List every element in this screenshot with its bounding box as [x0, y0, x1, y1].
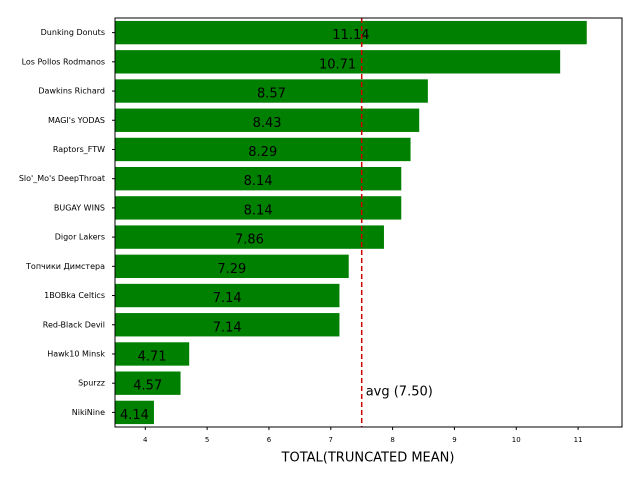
- x-tick-label: 7: [329, 436, 333, 444]
- y-tick-label: MAGI's YODAS: [48, 116, 105, 125]
- value-label: 8.14: [244, 174, 273, 189]
- x-tick-label: 10: [512, 436, 521, 444]
- value-label: 4.57: [133, 379, 162, 394]
- y-tick-label: Slo'_Mo's DeepThroat: [19, 174, 105, 183]
- value-label: 7.29: [217, 262, 246, 277]
- value-label: 8.29: [248, 145, 277, 160]
- avg-label: avg (7.50): [366, 385, 433, 400]
- value-label: 10.71: [319, 57, 356, 72]
- y-tick-label: Raptors_FTW: [53, 145, 105, 154]
- value-label: 4.14: [120, 408, 149, 423]
- y-tick-label: 1BOBka Celtics: [44, 291, 105, 300]
- value-label: 4.71: [138, 349, 167, 364]
- y-tick-label: Dunking Donuts: [41, 28, 105, 37]
- bar: [115, 254, 349, 279]
- y-tick-label: Digor Lakers: [55, 233, 105, 242]
- y-tick-label: NikiNine: [72, 408, 105, 417]
- y-tick-label: Red-Black Devil: [43, 320, 105, 329]
- y-tick-label: Топчики Димстера: [25, 262, 105, 271]
- x-tick-label: 5: [205, 436, 209, 444]
- value-label: 8.14: [244, 203, 273, 218]
- value-label: 7.14: [213, 320, 242, 335]
- bar: [115, 283, 340, 308]
- y-tick-label: Spurzz: [78, 379, 105, 388]
- bar: [115, 342, 190, 366]
- value-label: 8.43: [253, 116, 282, 131]
- bar: [115, 313, 340, 337]
- y-tick-label: Los Pollos Rodmanos: [22, 57, 105, 66]
- bar: [115, 196, 402, 220]
- x-tick-label: 8: [390, 436, 394, 444]
- y-tick-label: Hawk10 Minsk: [47, 349, 105, 358]
- y-tick-label: BUGAY WINS: [54, 203, 105, 212]
- plot-frame: [114, 17, 623, 428]
- bar: [115, 79, 428, 103]
- bar: [115, 20, 587, 45]
- value-label: 7.14: [213, 291, 242, 306]
- bar: [115, 108, 420, 132]
- bar: [115, 50, 561, 74]
- x-tick-label: 6: [267, 436, 272, 444]
- value-label: 8.57: [257, 87, 286, 102]
- bar: [115, 166, 402, 191]
- x-tick-label: 4: [143, 436, 148, 444]
- bar: [115, 137, 411, 162]
- x-tick-label: 9: [452, 436, 456, 444]
- x-tick-label: 11: [574, 436, 583, 444]
- y-tick-label: Dawkins Richard: [38, 87, 105, 96]
- value-label: 7.86: [235, 233, 264, 248]
- x-axis-label: TOTAL(TRUNCATED MEAN): [281, 451, 455, 466]
- bar: [115, 371, 181, 395]
- bar: [115, 225, 384, 249]
- bar: [115, 400, 154, 425]
- value-label: 11.14: [332, 28, 369, 43]
